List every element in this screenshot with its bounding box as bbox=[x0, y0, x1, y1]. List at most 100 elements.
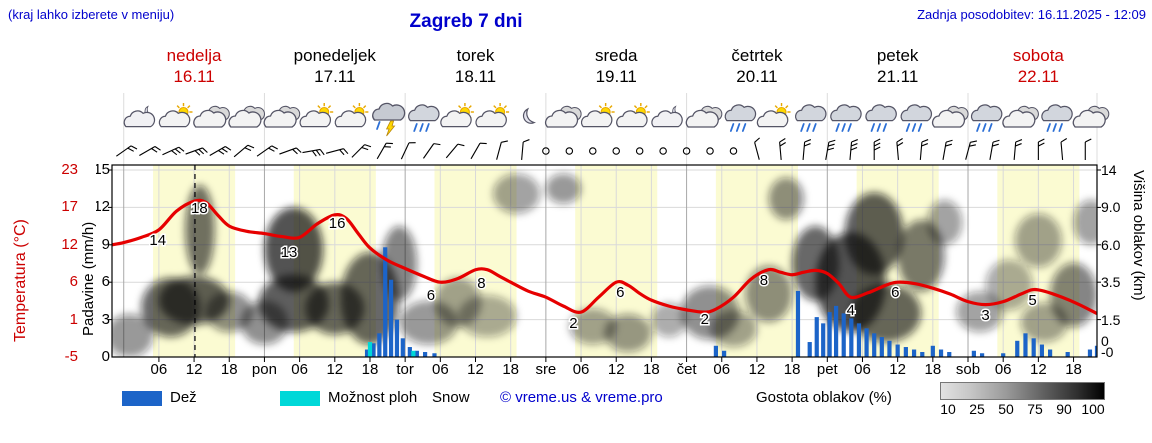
wind-barb bbox=[470, 142, 487, 160]
temperature-value-label: 6 bbox=[427, 287, 435, 304]
x-axis-hour-label: 06 bbox=[150, 361, 168, 378]
temperature-curve bbox=[112, 198, 1097, 316]
temperature-tick-label: 1 bbox=[69, 310, 78, 328]
temperature-value-label: 13 bbox=[281, 244, 298, 261]
axis-tick-marks bbox=[108, 169, 1101, 362]
cloud-height-tick-label: 9.0 bbox=[1101, 199, 1121, 216]
menu-hint: (kraj lahko izberete v meniju) bbox=[8, 7, 175, 22]
precipitation-tick-label: 0 bbox=[101, 348, 110, 365]
weather-icons-row bbox=[123, 102, 1110, 137]
cloud-height-tick-label: 3.5 bbox=[1101, 274, 1121, 291]
cloud-icon bbox=[685, 105, 723, 128]
cloud-density-scale-label: 50 bbox=[998, 401, 1014, 417]
x-axis-hour-label: 06 bbox=[713, 361, 731, 378]
temperature-tick-label: 12 bbox=[61, 235, 78, 253]
cloud-height-tick-label: -0 bbox=[1101, 344, 1114, 360]
temperature-tick-label: 17 bbox=[61, 198, 78, 216]
last-update: Zadnja posodobitev: 16.11.2025 - 12:09 bbox=[917, 7, 1146, 22]
x-axis-hour-label: 06 bbox=[994, 361, 1012, 378]
sun-cloud-icon bbox=[299, 102, 334, 128]
day-date: 17.11 bbox=[314, 67, 356, 86]
day-date: 22.11 bbox=[1017, 67, 1059, 86]
rain-cloud-icon bbox=[900, 104, 933, 132]
sun-cloud-icon bbox=[334, 102, 369, 128]
cloud-icon bbox=[545, 105, 582, 128]
wind-barb bbox=[233, 144, 255, 158]
x-axis-hour-label: 18 bbox=[924, 361, 942, 378]
sun-cloud-icon bbox=[580, 102, 615, 128]
temperature-value-label: 2 bbox=[701, 311, 709, 328]
x-axis-hour-label: 12 bbox=[467, 361, 484, 378]
x-axis-hour-label: 06 bbox=[291, 361, 308, 378]
x-axis-day-label: čet bbox=[676, 361, 697, 378]
wind-calm-icon bbox=[706, 147, 714, 155]
rain-cloud-icon bbox=[1041, 104, 1073, 132]
x-axis-hour-label: 18 bbox=[220, 361, 238, 378]
x-axis-day-label: tor bbox=[396, 361, 414, 378]
sun-cloud-icon bbox=[616, 102, 650, 128]
snow-legend-label: Snow bbox=[432, 389, 470, 406]
precipitation-tick-label: 3 bbox=[101, 310, 110, 328]
temperature-value-label: 6 bbox=[891, 284, 899, 301]
wind-barb bbox=[496, 140, 508, 160]
x-axis-hour-label: 18 bbox=[1065, 361, 1082, 378]
x-axis-day-label: sre bbox=[535, 361, 557, 378]
wind-barb bbox=[754, 137, 760, 160]
wind-barb bbox=[1013, 139, 1023, 161]
temperature-tick-label: 6 bbox=[69, 273, 78, 291]
wind-barb bbox=[279, 147, 302, 155]
wind-barb bbox=[965, 140, 978, 160]
day-name: torek bbox=[456, 46, 495, 65]
page-title: Zagreb 7 dni bbox=[409, 11, 523, 32]
sun-cloud-icon bbox=[158, 102, 193, 128]
wind-barb bbox=[896, 138, 904, 161]
temperature-tick-label: 23 bbox=[61, 161, 78, 178]
day-date: 21.11 bbox=[877, 67, 919, 86]
rain-cloud-icon bbox=[724, 104, 757, 132]
wind-barb bbox=[919, 139, 929, 161]
cloud-icon bbox=[228, 105, 265, 128]
wind-barb bbox=[256, 145, 278, 157]
wind-barb bbox=[185, 147, 208, 156]
wind-barb bbox=[1037, 138, 1045, 160]
x-axis-hour-label: 18 bbox=[361, 361, 379, 378]
precipitation-tick-label: 9 bbox=[101, 235, 110, 253]
temperature-value-label: 3 bbox=[981, 307, 989, 324]
temperature-value-label: 4 bbox=[847, 302, 855, 319]
x-axis-day-label: pon bbox=[251, 361, 277, 378]
wind-barb bbox=[989, 139, 1000, 160]
wind-barb bbox=[1060, 138, 1068, 161]
cloud-height-tick-label: 1.5 bbox=[1101, 311, 1121, 328]
wind-barb bbox=[825, 139, 836, 160]
x-axis-hour-label: 06 bbox=[431, 361, 449, 378]
rain-cloud-icon bbox=[970, 104, 1003, 132]
wind-barb bbox=[849, 139, 858, 161]
wind-barb bbox=[521, 139, 530, 161]
cloud-height-tick-label: 6.0 bbox=[1101, 236, 1121, 253]
x-axis-hour-label: 12 bbox=[889, 361, 906, 378]
cloud-icon bbox=[193, 105, 230, 128]
copyright-link[interactable]: © vreme.us & vreme.pro bbox=[500, 389, 663, 406]
shower-swatch bbox=[280, 391, 320, 406]
day-name: petek bbox=[876, 46, 919, 65]
temperature-value-label: 6 bbox=[616, 284, 624, 301]
temperature-value-label: 16 bbox=[329, 215, 346, 232]
wind-barb bbox=[162, 146, 185, 156]
wind-calm-icon bbox=[589, 147, 597, 155]
x-axis-hour-label: 12 bbox=[326, 361, 344, 378]
x-axis-hour-label: 12 bbox=[1030, 361, 1047, 378]
cloud-density-scale-label: 10 bbox=[940, 401, 956, 417]
rain-cloud-icon bbox=[795, 104, 827, 132]
day-name: nedelja bbox=[166, 46, 222, 65]
wind-calm-icon bbox=[542, 147, 550, 155]
day-name: sreda bbox=[594, 46, 638, 65]
rain-legend-label: Dež bbox=[170, 389, 197, 406]
x-axis-day-label: sob bbox=[955, 361, 981, 378]
cloud-icon bbox=[1002, 105, 1039, 128]
cloud-icon bbox=[1072, 105, 1110, 128]
wind-calm-icon bbox=[635, 147, 644, 155]
day-date: 20.11 bbox=[736, 67, 778, 86]
temperature-value-label: 18 bbox=[191, 200, 208, 217]
cloud-density-scale-label: 90 bbox=[1056, 401, 1072, 417]
